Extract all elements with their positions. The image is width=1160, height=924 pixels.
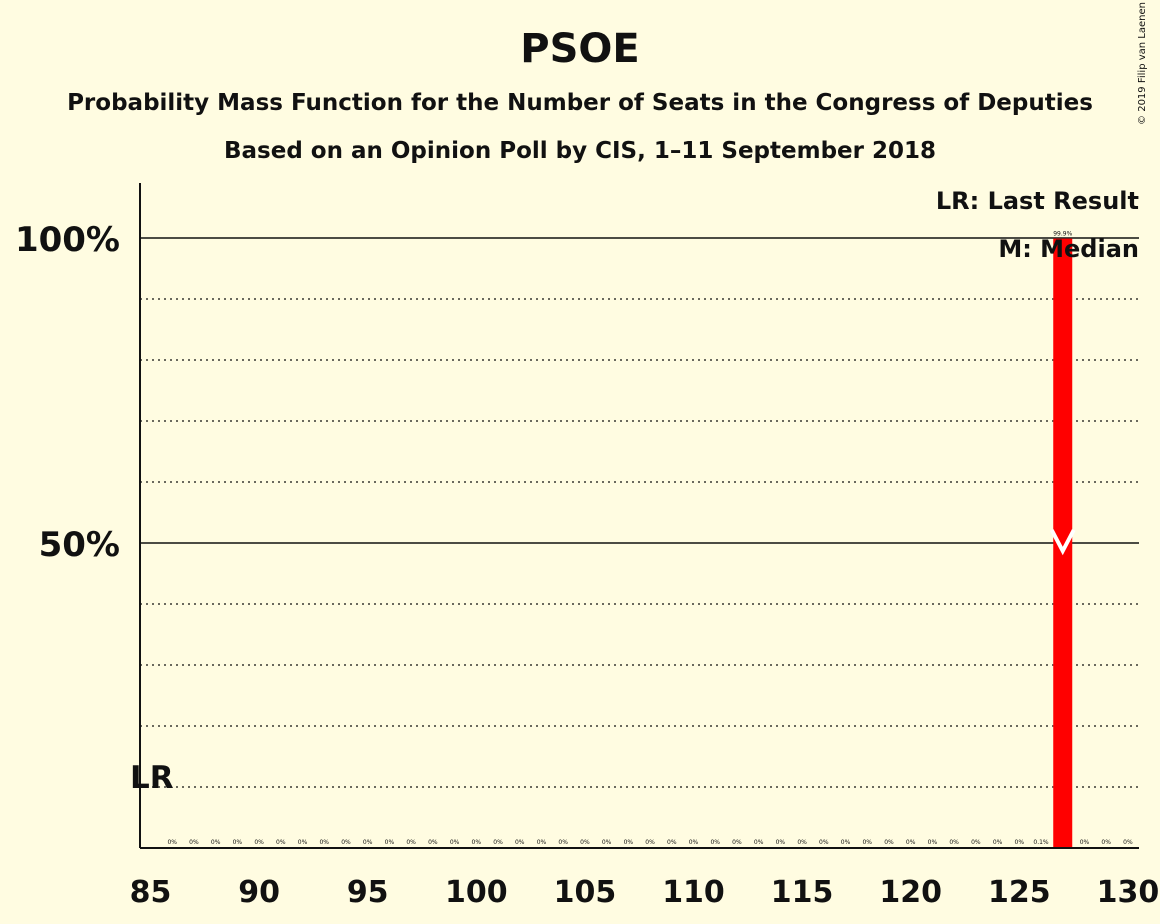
bar-label: 0% — [493, 839, 503, 846]
legend-median: M: Median — [998, 235, 1139, 263]
bar-label: 0% — [602, 839, 612, 846]
bar-label: 0% — [841, 839, 851, 846]
bar-label: 0% — [537, 839, 547, 846]
bar-label: 0% — [233, 839, 243, 846]
bar-label: 0% — [884, 839, 894, 846]
x-tick-label: 100 — [445, 875, 508, 910]
x-tick-label: 85 — [130, 875, 172, 910]
bar-label: 0.1% — [1033, 839, 1049, 846]
x-tick-label: 125 — [988, 875, 1051, 910]
bar-label: 0% — [710, 839, 720, 846]
bar-label: 0% — [819, 839, 829, 846]
legend-last-result: LR: Last Result — [936, 187, 1139, 215]
bar-label: 0% — [754, 839, 764, 846]
chart-subtitle-2: Based on an Opinion Poll by CIS, 1–11 Se… — [223, 138, 936, 164]
bar-label: 0% — [254, 839, 264, 846]
bar-label: 0% — [580, 839, 590, 846]
bar-label: 0% — [385, 839, 395, 846]
bar-label: 0% — [319, 839, 329, 846]
bar-label: 0% — [776, 839, 786, 846]
x-tick-label: 110 — [662, 875, 725, 910]
median-marker — [1049, 529, 1076, 556]
chart-subtitle-1: Probability Mass Function for the Number… — [67, 90, 1093, 116]
bar-label: 0% — [993, 839, 1003, 846]
bar-label: 0% — [1123, 839, 1133, 846]
bar-label: 0% — [667, 839, 677, 846]
bar — [1053, 238, 1073, 849]
x-tick-label: 115 — [771, 875, 834, 910]
bar-label: 0% — [363, 839, 373, 846]
bar-label: 0% — [211, 839, 221, 846]
bar-label: 0% — [167, 839, 177, 846]
bar-label: 0% — [732, 839, 742, 846]
bar-label: 0% — [689, 839, 699, 846]
bar-label: 0% — [1101, 839, 1111, 846]
bar-label: 0% — [189, 839, 199, 846]
bar-label: 0% — [1015, 839, 1025, 846]
x-tick-label: 95 — [347, 875, 389, 910]
y-tick-label: 100% — [15, 220, 120, 260]
bar-label: 0% — [276, 839, 286, 846]
bar-label: 0% — [406, 839, 416, 846]
bar-label: 0% — [450, 839, 460, 846]
x-tick-label: 130 — [1097, 875, 1160, 910]
bar-label: 0% — [472, 839, 482, 846]
last-result-label: LR — [130, 760, 174, 796]
bar-label: 0% — [862, 839, 872, 846]
bar-label: 0% — [645, 839, 655, 846]
bar-label: 0% — [298, 839, 308, 846]
bar-label: 0% — [928, 839, 938, 846]
bar-label: 0% — [515, 839, 525, 846]
bar-label: 0% — [428, 839, 438, 846]
bar-label: 0% — [1080, 839, 1090, 846]
bar-label: 0% — [797, 839, 807, 846]
bar-label: 0% — [558, 839, 568, 846]
bar-label: 0% — [949, 839, 959, 846]
bar-label: 0% — [341, 839, 351, 846]
bar-label: 0% — [906, 839, 916, 846]
bar-label: 0% — [624, 839, 634, 846]
chart-title: PSOE — [520, 26, 640, 72]
x-tick-label: 105 — [554, 875, 617, 910]
x-tick-label: 90 — [238, 875, 280, 910]
x-tick-label: 120 — [879, 875, 942, 910]
y-tick-label: 50% — [39, 525, 120, 565]
bar-label: 99.9% — [1053, 231, 1072, 238]
bar-label: 0% — [971, 839, 981, 846]
